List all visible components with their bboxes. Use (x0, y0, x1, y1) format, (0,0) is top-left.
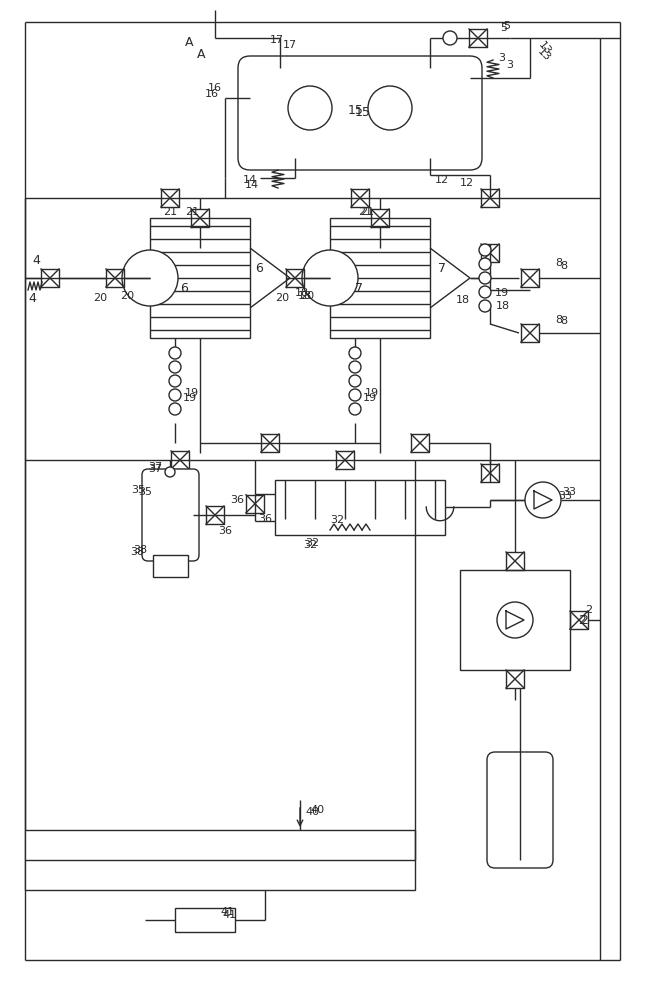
Text: 38: 38 (133, 545, 147, 555)
Text: 19: 19 (183, 393, 197, 403)
Circle shape (497, 602, 533, 638)
Circle shape (368, 86, 412, 130)
Text: 14: 14 (243, 175, 257, 185)
Text: 33: 33 (558, 491, 572, 501)
Text: 18: 18 (496, 301, 510, 311)
Text: 19: 19 (185, 388, 199, 398)
Text: 20: 20 (275, 293, 289, 303)
Text: 21: 21 (360, 207, 374, 217)
Text: A: A (197, 48, 206, 62)
Circle shape (479, 258, 491, 270)
Text: 36: 36 (230, 495, 244, 505)
Text: 5: 5 (500, 23, 507, 33)
Text: 3: 3 (498, 53, 505, 63)
Text: 4: 4 (32, 253, 40, 266)
Text: 32: 32 (305, 538, 319, 548)
Circle shape (349, 389, 361, 401)
Text: 17: 17 (270, 35, 284, 45)
Text: 8: 8 (555, 258, 562, 268)
Text: 35: 35 (138, 487, 152, 497)
Text: 17: 17 (283, 40, 297, 50)
Circle shape (169, 347, 181, 359)
Text: 2: 2 (578, 613, 586, 626)
Text: 20: 20 (93, 293, 107, 303)
Text: 21: 21 (163, 207, 177, 217)
Circle shape (479, 244, 491, 256)
Bar (175, 908, 235, 932)
Bar (153, 555, 188, 577)
Circle shape (349, 347, 361, 359)
Text: 38: 38 (130, 547, 144, 557)
Text: 40: 40 (305, 807, 319, 817)
Text: 2: 2 (585, 605, 592, 615)
Circle shape (349, 403, 361, 415)
Text: 18: 18 (295, 288, 309, 298)
Text: 41: 41 (222, 910, 236, 920)
Text: 19: 19 (363, 393, 377, 403)
Text: 16: 16 (205, 89, 219, 99)
Text: A: A (185, 35, 194, 48)
Text: 16: 16 (208, 83, 222, 93)
Text: 14: 14 (245, 180, 259, 190)
Circle shape (525, 482, 561, 518)
Text: 2: 2 (580, 613, 588, 626)
Text: 12: 12 (460, 178, 474, 188)
Circle shape (479, 300, 491, 312)
Text: 7: 7 (355, 282, 363, 294)
Circle shape (169, 389, 181, 401)
Circle shape (349, 375, 361, 387)
Circle shape (169, 375, 181, 387)
Text: 35: 35 (131, 485, 145, 495)
Text: 6: 6 (255, 261, 263, 274)
Text: 8: 8 (560, 316, 567, 326)
Bar (330, 218, 430, 338)
Circle shape (443, 31, 457, 45)
Circle shape (165, 467, 175, 477)
Circle shape (169, 403, 181, 415)
Text: 36: 36 (218, 526, 232, 536)
Text: 36: 36 (258, 514, 272, 524)
Circle shape (302, 250, 358, 306)
Text: 19: 19 (365, 388, 379, 398)
Circle shape (169, 361, 181, 373)
Text: 21: 21 (185, 207, 199, 217)
Circle shape (479, 272, 491, 284)
Text: 32: 32 (330, 515, 344, 525)
Text: 8: 8 (560, 261, 567, 271)
Text: 32: 32 (303, 540, 317, 550)
Circle shape (288, 86, 332, 130)
Text: 18: 18 (298, 291, 312, 301)
Circle shape (122, 250, 178, 306)
Text: 21: 21 (358, 207, 372, 217)
Text: 20: 20 (120, 291, 134, 301)
FancyBboxPatch shape (487, 752, 553, 868)
Text: 3: 3 (506, 60, 513, 70)
Text: 5: 5 (503, 21, 510, 31)
Bar (460, 570, 570, 670)
Text: 33: 33 (562, 487, 576, 497)
Text: 13: 13 (536, 39, 553, 57)
Text: 15: 15 (348, 104, 364, 116)
Text: 18: 18 (456, 295, 470, 305)
Bar (150, 218, 250, 338)
Text: 41: 41 (220, 907, 234, 917)
Text: 12: 12 (435, 175, 449, 185)
Text: 15: 15 (355, 105, 371, 118)
Text: 13: 13 (535, 47, 552, 63)
Text: 37: 37 (148, 462, 162, 472)
Text: 20: 20 (300, 291, 314, 301)
Bar (25, 830, 415, 890)
Bar (275, 480, 445, 535)
Text: 8: 8 (555, 315, 562, 325)
Text: 4: 4 (28, 292, 36, 304)
Circle shape (349, 361, 361, 373)
Text: 7: 7 (438, 261, 446, 274)
Circle shape (479, 286, 491, 298)
Text: 19: 19 (495, 288, 509, 298)
FancyBboxPatch shape (238, 56, 482, 170)
FancyBboxPatch shape (142, 469, 199, 561)
Text: 37: 37 (148, 464, 162, 474)
Text: 6: 6 (180, 282, 188, 294)
Text: 40: 40 (310, 805, 324, 815)
